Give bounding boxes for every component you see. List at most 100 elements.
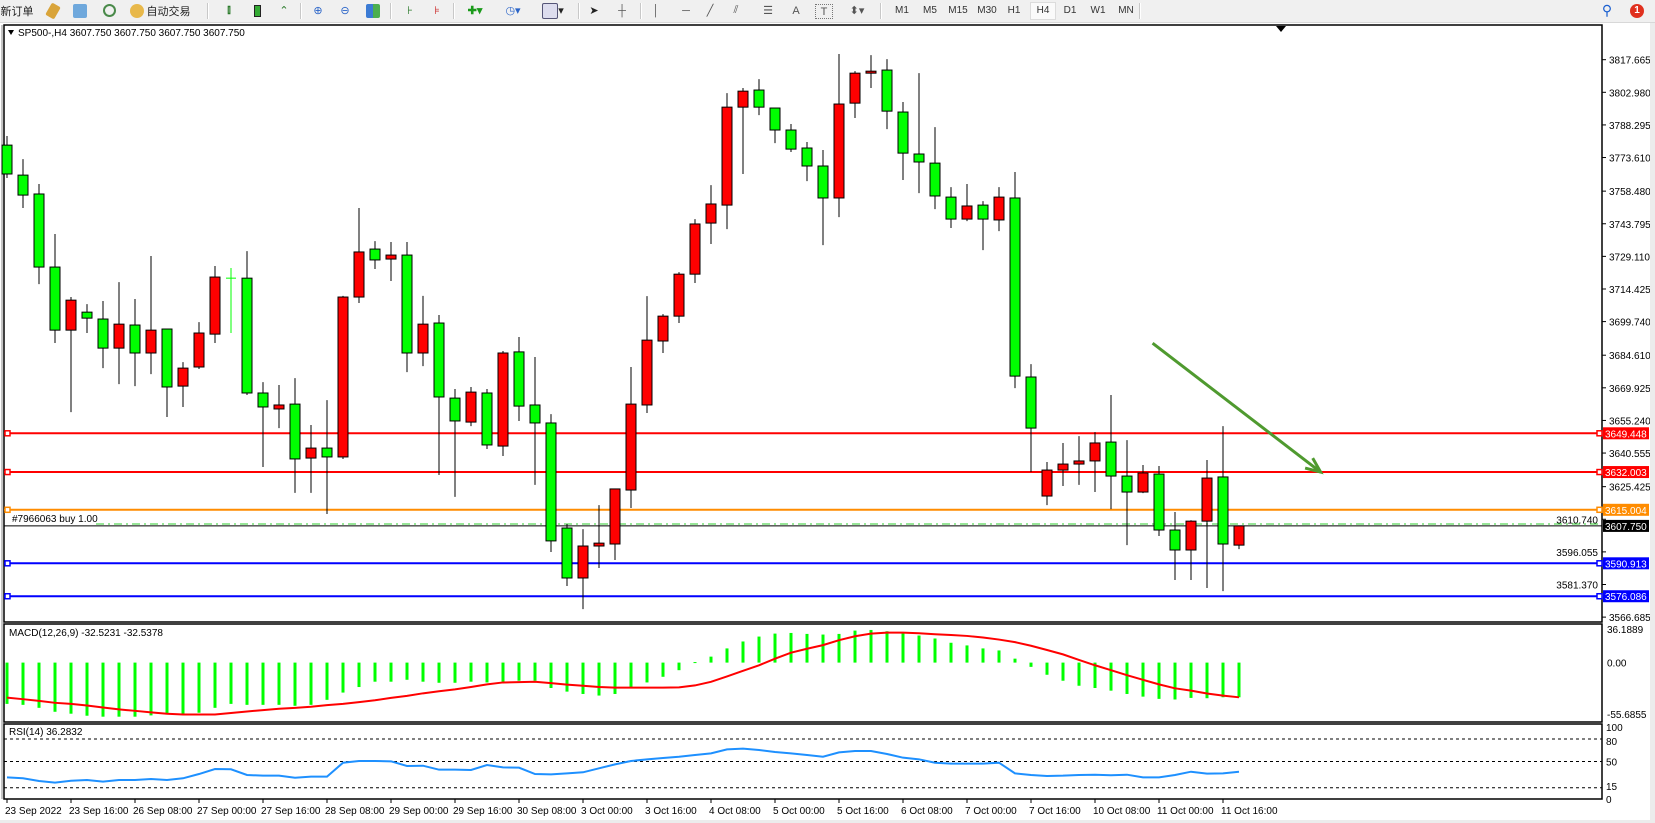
macd-histogram-bar — [133, 662, 137, 717]
time-tick-label: 23 Sep 2022 — [5, 806, 62, 817]
timeframe-m5[interactable]: M5 — [923, 5, 937, 16]
candle-bull — [305, 447, 317, 459]
level-handle[interactable] — [4, 468, 11, 476]
timeframe-h1[interactable]: H1 — [1007, 5, 1021, 16]
candle-bear — [97, 318, 109, 349]
trend-arrow[interactable] — [1151, 342, 1322, 474]
timeframe-mn[interactable]: MN — [1118, 5, 1134, 16]
timeframe-m1[interactable]: M1 — [895, 5, 909, 16]
symbol-menu-icon[interactable] — [8, 30, 14, 35]
bid-price-label: 3607.750 — [1605, 522, 1647, 533]
macd-pane[interactable] — [3, 623, 1603, 723]
chart-shift-icon[interactable]: ⊧ — [434, 5, 440, 17]
navigator-icon[interactable] — [100, 2, 118, 19]
time-tick-label: 7 Oct 00:00 — [965, 806, 1017, 817]
arrows-icon[interactable]: ⬍▾ — [849, 5, 865, 17]
chart-shift-marker-icon[interactable] — [1276, 26, 1286, 32]
timeframe-h4[interactable]: H4 — [1030, 2, 1056, 20]
time-tick-label: 10 Oct 08:00 — [1093, 806, 1151, 817]
auto-trading-button[interactable]: 自动交易 — [120, 2, 200, 19]
text-label-icon[interactable]: T — [815, 4, 833, 19]
macd-histogram-bar — [1173, 662, 1177, 700]
market-watch-icon[interactable] — [44, 1, 62, 20]
level-handle[interactable] — [4, 560, 11, 567]
level-price-tag — [1603, 503, 1649, 516]
vertical-line-icon[interactable]: │ — [652, 4, 660, 17]
rsi-axis-label: 15 — [1606, 782, 1618, 793]
trendline-icon[interactable]: ╱ — [706, 5, 714, 17]
candle-bull — [689, 223, 701, 275]
candle-bull — [577, 545, 589, 579]
line-chart-icon[interactable]: ⌃ — [279, 5, 289, 17]
level-handle[interactable] — [4, 592, 11, 600]
macd-histogram-bar — [1205, 662, 1209, 699]
candle-bear — [529, 404, 541, 424]
new-order-button[interactable]: 新订单 — [0, 2, 34, 19]
level-handle[interactable] — [4, 506, 11, 514]
fibonacci-icon[interactable]: ☰ — [763, 5, 773, 17]
level-price-label: 3615.004 — [1605, 506, 1647, 517]
price-tick-label: 3684.610 — [1609, 351, 1651, 362]
candle-bull — [1201, 477, 1213, 522]
candle-bear — [977, 204, 989, 220]
candle-bull — [145, 329, 157, 354]
candle-bull — [737, 90, 749, 108]
time-tick-label: 7 Oct 16:00 — [1029, 806, 1081, 817]
channel-icon[interactable]: ⫽ — [733, 4, 739, 16]
indicators-icon[interactable]: ✚▾ — [467, 5, 483, 17]
candle-bull — [993, 196, 1005, 221]
candle-bear — [129, 324, 141, 354]
macd-histogram-bar — [1237, 662, 1241, 698]
macd-histogram-bar — [613, 662, 617, 694]
candle-bear — [881, 69, 893, 112]
auto-trading-label: 自动交易 — [146, 5, 191, 18]
candle-bull — [1041, 469, 1053, 497]
horizontal-line-icon[interactable]: ─ — [682, 4, 690, 17]
candle-bull — [833, 103, 845, 199]
timeframe-m30[interactable]: M30 — [977, 5, 997, 16]
cursor-icon[interactable]: ➤ — [589, 5, 599, 17]
text-icon[interactable]: A — [788, 2, 804, 19]
price-tick-label: 3743.795 — [1609, 220, 1651, 231]
candle-bear — [289, 403, 301, 460]
zoom-out-icon[interactable]: ⊖ — [340, 5, 350, 17]
periods-icon[interactable]: ◷▾ — [505, 5, 521, 17]
zoom-in-icon[interactable]: ⊕ — [313, 5, 323, 17]
macd-histogram-bar — [1221, 662, 1225, 698]
new-order-label: 新订单 — [0, 5, 34, 18]
candle-bear — [1121, 475, 1133, 493]
tile-windows-icon[interactable] — [364, 2, 382, 19]
templates-icon[interactable]: ▾ — [537, 2, 569, 19]
rsi-axis-label: 100 — [1606, 723, 1623, 734]
auto-scroll-icon[interactable]: ⊦ — [407, 5, 413, 17]
macd-histogram-bar — [213, 662, 217, 708]
level-handle[interactable] — [1596, 592, 1603, 600]
macd-histogram-bar — [949, 642, 953, 663]
time-tick-label: 11 Oct 00:00 — [1157, 806, 1214, 817]
timeframe-m15[interactable]: M15 — [948, 5, 968, 16]
crosshair-icon[interactable]: ┼ — [618, 4, 626, 17]
notification-icon[interactable]: 1 — [1626, 2, 1648, 19]
level-price-label: 3649.448 — [1605, 429, 1647, 440]
level-handle[interactable] — [1596, 468, 1603, 476]
candle-bear — [1169, 529, 1181, 551]
level-handle[interactable] — [1596, 506, 1603, 514]
macd-histogram-bar — [389, 662, 393, 682]
level-handle[interactable] — [1596, 560, 1603, 567]
price-tick-label: 3699.740 — [1609, 318, 1651, 329]
macd-axis-label: 36.1889 — [1607, 625, 1644, 636]
data-window-icon[interactable] — [71, 2, 89, 19]
text-tool-glyph: A — [792, 4, 800, 17]
search-icon[interactable]: ⚲ — [1601, 2, 1613, 18]
macd-histogram-bar — [597, 662, 601, 696]
bar-chart-icon[interactable]: ⫾ — [227, 4, 231, 16]
main-chart-pane[interactable] — [3, 24, 1603, 623]
macd-histogram-bar — [1061, 662, 1065, 681]
level-handle[interactable] — [4, 430, 11, 437]
candlestick-icon[interactable] — [248, 2, 266, 19]
candle-bear — [785, 129, 797, 150]
timeframe-w1[interactable]: W1 — [1090, 5, 1106, 16]
level-handle[interactable] — [1596, 430, 1603, 437]
timeframe-d1[interactable]: D1 — [1063, 5, 1077, 16]
